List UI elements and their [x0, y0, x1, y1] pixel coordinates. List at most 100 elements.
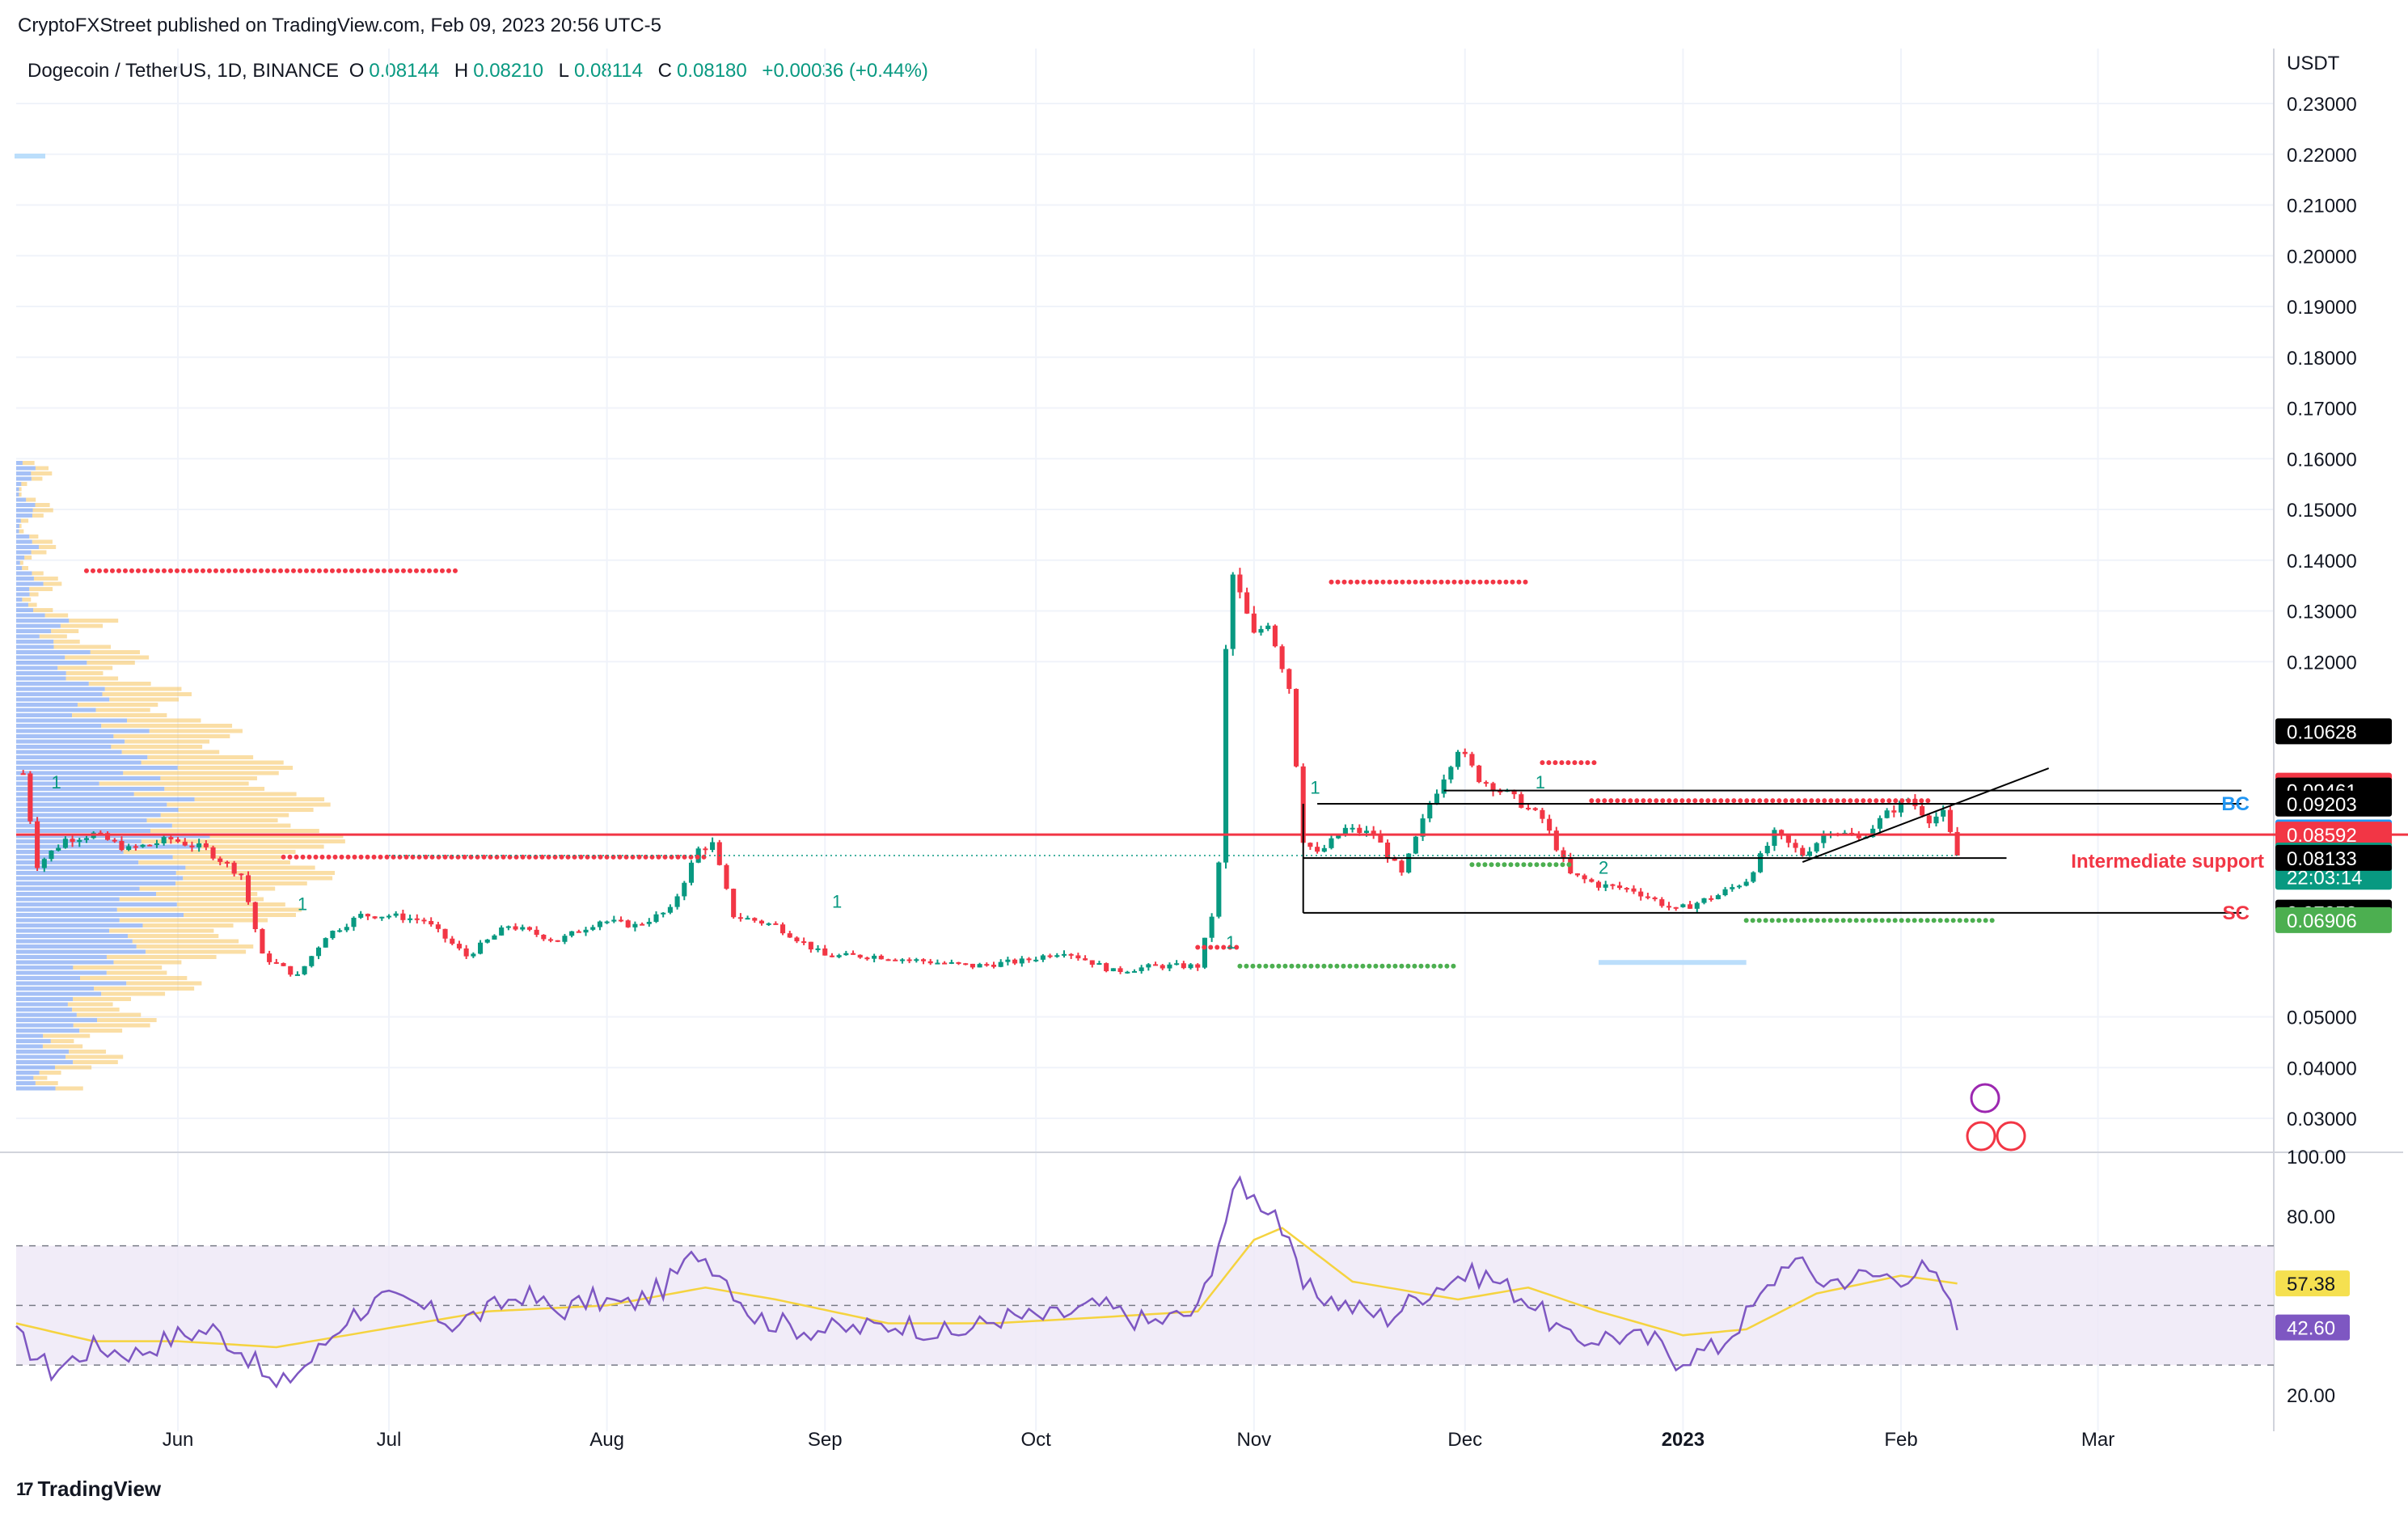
volume-profile-bar-down	[164, 787, 265, 791]
candle-body	[667, 906, 673, 913]
volume-profile-bar-down	[177, 766, 294, 770]
candle-body	[302, 966, 307, 974]
resistance-dots-nov-dot	[1445, 579, 1451, 585]
candle-body	[872, 955, 877, 959]
resistance-dots-nov-dot	[1464, 579, 1470, 585]
resistance-dots-jul-dot	[345, 854, 351, 860]
candle-body	[1498, 790, 1503, 792]
tradingview-logo[interactable]: 17 TradingView	[16, 1477, 161, 1502]
candle-body	[646, 921, 652, 924]
support-dots-feb-dot	[1743, 918, 1749, 923]
candle-body	[653, 914, 659, 922]
candle-body	[864, 957, 870, 960]
resistance-dots-jan-dot	[1802, 798, 1808, 804]
volume-profile-bar-down	[97, 1018, 157, 1022]
price-tick-label: 0.12000	[2287, 652, 2357, 674]
candle-body	[1920, 805, 1925, 816]
volume-profile-bar-up	[16, 1023, 74, 1028]
support-dots-feb-dot	[1918, 918, 1924, 923]
resistance-dots-may-dot	[361, 568, 367, 573]
volume-profile-bar-down	[209, 834, 344, 839]
candle-body	[534, 929, 539, 935]
volume-profile-bar-down	[73, 1060, 118, 1064]
volume-profile-bar-down	[32, 513, 44, 518]
candle-body	[505, 926, 511, 928]
support-dots-feb-dot	[1769, 918, 1775, 923]
volume-profile-bar-down	[39, 1071, 61, 1075]
date-tick-label: Jul	[377, 1429, 402, 1451]
support-dots-feb-dot	[1963, 918, 1969, 923]
candle-body	[1223, 649, 1229, 863]
resistance-dots-may-dot	[174, 568, 180, 573]
resistance-dots-jan-dot	[1919, 798, 1924, 804]
volume-profile-bar-up	[16, 703, 78, 707]
candle-body	[590, 927, 596, 930]
resistance-dots-jan-dot	[1725, 798, 1730, 804]
support-dots-feb	[1743, 918, 1995, 923]
volume-profile-bar-down	[65, 655, 150, 660]
resistance-dots-may-dot	[116, 568, 121, 573]
resistance-dots-dec-dot	[1572, 760, 1578, 766]
resistance-dots-may-dot	[381, 568, 387, 573]
candle-body	[1617, 885, 1623, 889]
volume-profile-bar-down	[54, 1065, 92, 1070]
volume-profile-bar-down	[69, 1050, 107, 1054]
support-dots-feb-dot	[1886, 918, 1891, 923]
support-dots-feb-dot	[1789, 918, 1794, 923]
support-dots-nov-dot	[1412, 963, 1417, 969]
candle-body	[758, 920, 765, 924]
volume-profile-bar-up	[16, 687, 105, 691]
volume-profile-bar-down	[43, 581, 62, 586]
volume-profile-bar-down	[32, 539, 53, 544]
candle-body	[843, 953, 849, 956]
resistance-dots-may-dot	[187, 568, 192, 573]
candle-body	[1870, 828, 1876, 838]
volume-profile-bar-down	[119, 918, 268, 923]
volume-profile-bar-up	[16, 1054, 66, 1059]
candle-body	[1553, 830, 1559, 851]
volume-profile-bar-down	[132, 939, 239, 944]
candle-body	[456, 944, 463, 949]
candle-body	[1174, 963, 1180, 966]
volume-profile-bar-up	[16, 566, 23, 570]
candle-body	[1758, 853, 1764, 873]
candle-body	[309, 956, 315, 966]
resistance-dots-may-dot	[148, 568, 154, 573]
candle-body	[1779, 830, 1785, 836]
volume-profile-bar-down	[39, 634, 67, 639]
volume-profile-bar-down	[147, 755, 254, 759]
candle-body	[1117, 968, 1123, 973]
candle-body	[1363, 830, 1370, 834]
symbol-name[interactable]: Dogecoin / TetherUS, 1D, BINANCE	[27, 60, 340, 82]
candle-body	[478, 942, 484, 954]
candle-body	[1589, 879, 1595, 882]
resistance-dots-nov-dot	[1341, 579, 1347, 585]
candle-body	[1715, 895, 1721, 899]
support-dots-feb-dot	[1976, 918, 1982, 923]
volume-profile-bar-up	[16, 608, 34, 612]
volume-profile-bar-up	[16, 913, 184, 917]
volume-profile-bar-up	[16, 818, 147, 822]
volume-profile-bar-down	[31, 476, 43, 481]
volume-profile-bar-up	[16, 613, 45, 618]
candle-body	[1089, 960, 1095, 966]
us-flag-event-icon	[1966, 1121, 1996, 1151]
candle-body	[1244, 592, 1250, 614]
candle-body	[1933, 816, 1939, 824]
volume-profile-bar-down	[125, 739, 210, 744]
volume-profile-bar-up	[16, 644, 54, 649]
volume-profile-bar-down	[127, 718, 201, 723]
resistance-dots-may-dot	[387, 568, 393, 573]
candle-body	[1033, 959, 1039, 961]
volume-profile-bar-up	[16, 739, 125, 744]
candle-body	[1947, 809, 1953, 832]
date-tick-label: Jun	[163, 1429, 194, 1451]
resistance-dots-may-dot	[122, 568, 128, 573]
volume-profile-bar-up	[16, 1065, 55, 1070]
resistance-dots-jan-dot	[1615, 798, 1620, 804]
volume-profile-bar-down	[101, 991, 166, 996]
volume-profile-bar-up	[16, 876, 184, 881]
volume-profile-bar-down	[142, 923, 234, 928]
candle-body	[520, 927, 526, 930]
